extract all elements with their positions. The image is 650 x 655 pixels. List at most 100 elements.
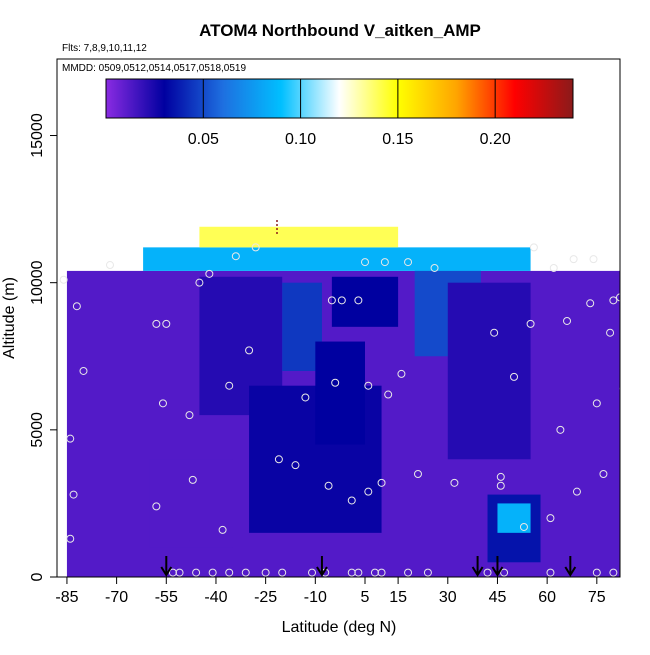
sample-point bbox=[72, 302, 81, 311]
heatmap-cell bbox=[149, 459, 233, 548]
sample-point bbox=[572, 487, 581, 496]
sample-point bbox=[483, 568, 492, 577]
heatmap-cell bbox=[143, 247, 531, 271]
x-axis: -85 -70 -55 -40 -25 -10 5 15 30 45 60 75 bbox=[55, 577, 606, 606]
flight-arrow-head bbox=[471, 566, 484, 577]
sample-point bbox=[556, 425, 565, 434]
flight-arrow-head bbox=[564, 566, 577, 577]
sample-point bbox=[291, 461, 300, 470]
y-tick-label: 5000 bbox=[29, 412, 46, 448]
sample-point bbox=[496, 481, 505, 490]
sample-point bbox=[225, 381, 234, 390]
colorbar-gradient bbox=[105, 78, 574, 119]
x-tick-label: 15 bbox=[389, 589, 407, 606]
chart-title: ATOM4 Northbound V_aitken_AMP bbox=[199, 21, 481, 40]
sample-point bbox=[205, 269, 214, 278]
sample-point bbox=[510, 372, 519, 381]
y-tick-label: 15000 bbox=[29, 113, 46, 158]
sample-point bbox=[546, 514, 555, 523]
sample-point bbox=[79, 366, 88, 375]
sample-point bbox=[105, 261, 114, 270]
sample-point bbox=[529, 243, 538, 252]
dates-subtitle: MMDD: 0509,0512,0514,0517,0518,0519 bbox=[62, 63, 246, 74]
flights-subtitle: Flts: 7,8,9,10,11,12 bbox=[62, 43, 147, 54]
sample-point bbox=[337, 296, 346, 305]
sample-point bbox=[413, 469, 422, 478]
sample-point bbox=[59, 275, 68, 284]
x-tick-label: 30 bbox=[439, 589, 457, 606]
heatmap-cell bbox=[199, 226, 399, 248]
y-axis-label: Altitude (m) bbox=[1, 277, 18, 359]
sample-point bbox=[354, 296, 363, 305]
sample-point bbox=[377, 478, 386, 487]
flight-arrow-head bbox=[491, 566, 504, 577]
sample-point bbox=[354, 568, 363, 577]
x-tick-label: -70 bbox=[105, 589, 128, 606]
x-tick-label: -85 bbox=[55, 589, 78, 606]
sample-point bbox=[327, 296, 336, 305]
heatmap-cell bbox=[497, 503, 531, 533]
sample-point bbox=[158, 399, 167, 408]
sample-point bbox=[218, 525, 227, 534]
sample-point bbox=[586, 299, 595, 308]
colorbar-tick-label: 0.10 bbox=[285, 131, 316, 148]
sample-point bbox=[397, 369, 406, 378]
sample-point bbox=[324, 481, 333, 490]
sample-point bbox=[69, 490, 78, 499]
x-axis-label: Latitude (deg N) bbox=[282, 619, 397, 636]
heatmap-cell bbox=[331, 276, 399, 327]
y-tick-label: 10000 bbox=[29, 260, 46, 305]
sample-point bbox=[66, 434, 75, 443]
sample-point bbox=[188, 475, 197, 484]
sample-point bbox=[245, 346, 254, 355]
sample-point bbox=[619, 386, 620, 391]
y-axis: 0 5000 10000 15000 bbox=[29, 113, 57, 581]
sample-point bbox=[195, 278, 204, 287]
sample-point bbox=[251, 243, 260, 252]
sample-point bbox=[500, 568, 509, 577]
sample-point bbox=[404, 568, 413, 577]
sample-point bbox=[208, 568, 217, 577]
sample-point bbox=[526, 319, 535, 328]
sample-point bbox=[308, 568, 317, 577]
heatmap-layer bbox=[66, 226, 620, 577]
sample-point bbox=[360, 258, 369, 267]
sample-point bbox=[519, 522, 528, 531]
flight-arrow-head bbox=[316, 566, 328, 577]
sample-point bbox=[563, 316, 572, 325]
x-tick-label: 60 bbox=[538, 589, 556, 606]
sample-point bbox=[175, 568, 184, 577]
sample-point bbox=[589, 255, 598, 264]
sample-point bbox=[66, 534, 75, 543]
sample-point bbox=[404, 258, 413, 267]
sample-point bbox=[241, 568, 250, 577]
sample-point bbox=[331, 378, 340, 387]
sample-point bbox=[599, 469, 608, 478]
sample-point bbox=[152, 319, 161, 328]
sample-point bbox=[592, 568, 601, 577]
x-tick-label: -55 bbox=[155, 589, 178, 606]
sample-point bbox=[380, 258, 389, 267]
sample-point bbox=[192, 568, 201, 577]
sample-point bbox=[347, 496, 356, 505]
sample-point bbox=[430, 263, 439, 272]
sample-point bbox=[549, 263, 558, 272]
sample-point bbox=[490, 328, 499, 337]
sample-point bbox=[609, 568, 618, 577]
flight-arrow-head bbox=[160, 566, 173, 577]
sample-point bbox=[450, 478, 459, 487]
sample-point bbox=[569, 255, 578, 264]
x-tick-label: 5 bbox=[361, 589, 370, 606]
y-tick-label: 0 bbox=[29, 572, 46, 581]
heatmap-cell bbox=[447, 282, 531, 460]
sample-point bbox=[609, 296, 618, 305]
plot-frame bbox=[56, 58, 621, 578]
sample-point bbox=[231, 252, 240, 261]
x-tick-label: 45 bbox=[489, 589, 507, 606]
sample-point bbox=[364, 487, 373, 496]
colorbar-tick-label: 0.15 bbox=[382, 131, 413, 148]
sample-point bbox=[301, 393, 310, 402]
colorbar-tick-label: 0.05 bbox=[188, 131, 219, 148]
